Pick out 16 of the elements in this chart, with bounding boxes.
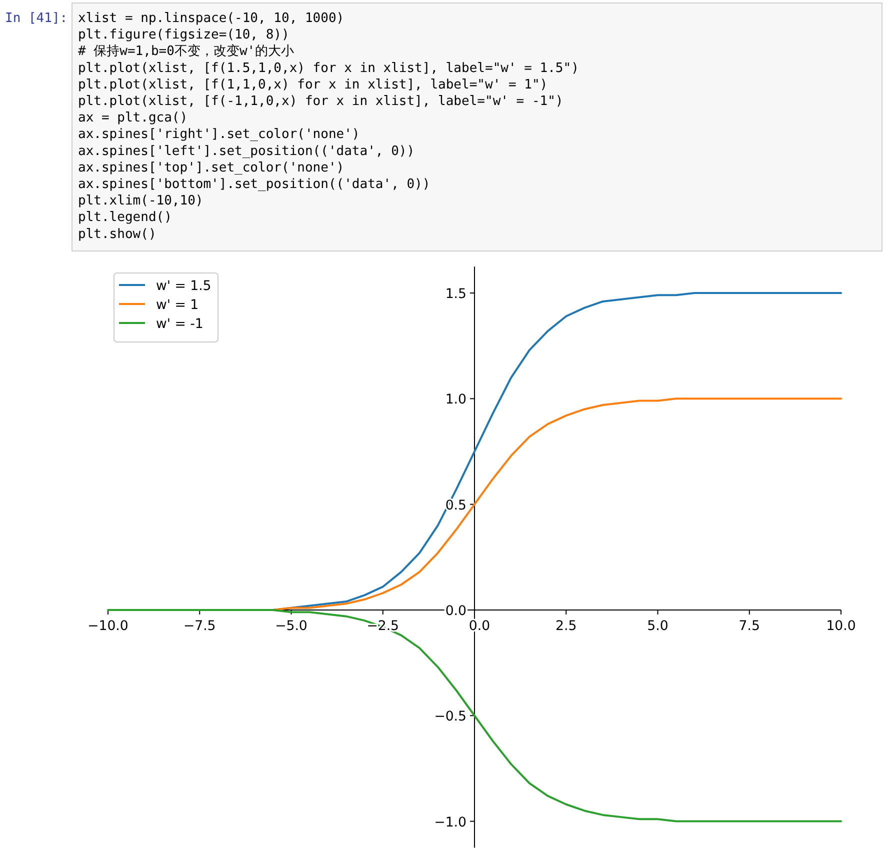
x-tick-label: 5.0: [647, 618, 668, 634]
legend-label: w' = 1: [156, 298, 199, 313]
y-tick-label: −0.5: [434, 710, 466, 725]
legend-label: w' = -1: [156, 317, 204, 332]
legend-label: w' = 1.5: [156, 279, 212, 294]
x-tick-label: −7.5: [183, 618, 216, 634]
x-tick-label: −10.0: [88, 618, 128, 634]
x-tick-label: 7.5: [738, 618, 760, 634]
x-tick-label: 10.0: [826, 618, 856, 634]
x-tick-label: 2.5: [556, 618, 577, 634]
y-tick-label: 1.5: [445, 287, 466, 302]
y-tick-label: 0.0: [445, 604, 466, 619]
y-tick-label: 1.0: [445, 392, 466, 408]
y-tick-label: −1.0: [434, 815, 466, 830]
x-tick-label: −5.0: [275, 618, 308, 634]
code-cell: In [41]: xlist = np.linspace(-10, 10, 1000) plt.figure(figsize=(10, 8)) # 保持w=1,b=0不变，改变w'的大小 plt.plot(xlist, [f(1.5,1,0,x) for x in xlist], label="w' = 1.5") plt.plot(xlist, [f(1,1,0,x) for x in xlist], label="w' = 1") plt.plot(xlist, [f(-1,1,0,x) for x in xlist], label="w' = -1") ax = plt.gca() ax.spines['right'].set_color('none') ax.spines['left'].set_position(('data', 0)) ax.spines['top'].set_color('none') ax.spines['bottom'].set_position(('data', 0)) plt.xlim(-10,10) plt.legend() plt.show(): [5, 2, 882, 252]
